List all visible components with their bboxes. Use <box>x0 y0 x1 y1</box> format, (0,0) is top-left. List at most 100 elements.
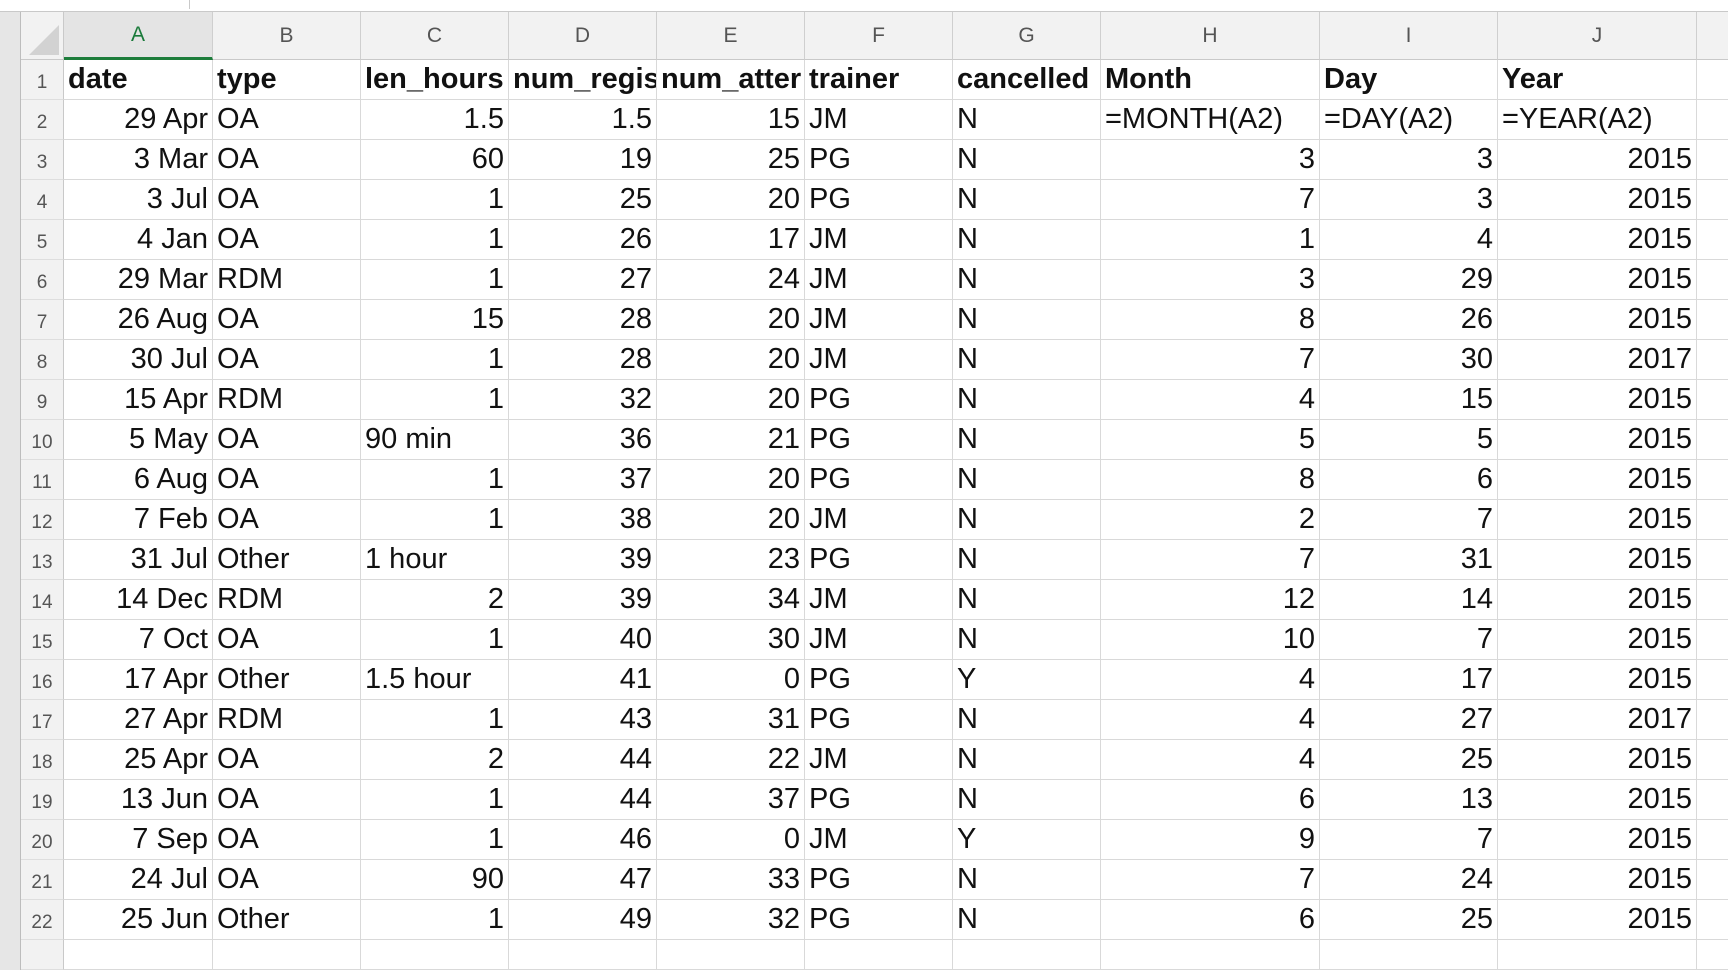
cell-i16[interactable]: 17 <box>1320 660 1498 700</box>
cell-empty[interactable] <box>509 940 657 970</box>
cell-j19[interactable]: 2015 <box>1498 780 1697 820</box>
cell-d13[interactable]: 39 <box>509 540 657 580</box>
cell-d12[interactable]: 38 <box>509 500 657 540</box>
cell-c18[interactable]: 2 <box>361 740 509 780</box>
cell-h19[interactable]: 6 <box>1101 780 1320 820</box>
cell-j16[interactable]: 2015 <box>1498 660 1697 700</box>
cell-e5[interactable]: 17 <box>657 220 805 260</box>
cell-b20[interactable]: OA <box>213 820 361 860</box>
cell-c19[interactable]: 1 <box>361 780 509 820</box>
cell-g5[interactable]: N <box>953 220 1101 260</box>
select-all-button[interactable] <box>21 12 64 60</box>
cell-i14[interactable]: 14 <box>1320 580 1498 620</box>
cell-g16[interactable]: Y <box>953 660 1101 700</box>
cell-c10[interactable]: 90 min <box>361 420 509 460</box>
cell-i11[interactable]: 6 <box>1320 460 1498 500</box>
cell-empty[interactable] <box>805 940 953 970</box>
cell-g17[interactable]: N <box>953 700 1101 740</box>
cell-a12[interactable]: 7 Feb <box>64 500 213 540</box>
row-header-21[interactable]: 21 <box>21 860 64 900</box>
cell-b4[interactable]: OA <box>213 180 361 220</box>
cell-d10[interactable]: 36 <box>509 420 657 460</box>
cell-c9[interactable]: 1 <box>361 380 509 420</box>
cell-f13[interactable]: PG <box>805 540 953 580</box>
cell-f8[interactable]: JM <box>805 340 953 380</box>
cell-a11[interactable]: 6 Aug <box>64 460 213 500</box>
cell-j12[interactable]: 2015 <box>1498 500 1697 540</box>
cell-a4[interactable]: 3 Jul <box>64 180 213 220</box>
cell-b17[interactable]: RDM <box>213 700 361 740</box>
cell-d18[interactable]: 44 <box>509 740 657 780</box>
cell-empty[interactable] <box>657 940 805 970</box>
cell-b13[interactable]: Other <box>213 540 361 580</box>
column-header-i[interactable]: I <box>1320 12 1498 60</box>
cell-h20[interactable]: 9 <box>1101 820 1320 860</box>
cell-c17[interactable]: 1 <box>361 700 509 740</box>
cell-b22[interactable]: Other <box>213 900 361 940</box>
cell-empty[interactable] <box>213 940 361 970</box>
cell-b16[interactable]: Other <box>213 660 361 700</box>
cell-i9[interactable]: 15 <box>1320 380 1498 420</box>
cell-j13[interactable]: 2015 <box>1498 540 1697 580</box>
cell-i5[interactable]: 4 <box>1320 220 1498 260</box>
cell-f21[interactable]: PG <box>805 860 953 900</box>
cell-c3[interactable]: 60 <box>361 140 509 180</box>
cell-f18[interactable]: JM <box>805 740 953 780</box>
cell-i2[interactable]: =DAY(A2) <box>1320 100 1498 140</box>
cell-h17[interactable]: 4 <box>1101 700 1320 740</box>
cell-d2[interactable]: 1.5 <box>509 100 657 140</box>
cell-c11[interactable]: 1 <box>361 460 509 500</box>
cell-g15[interactable]: N <box>953 620 1101 660</box>
cell-f3[interactable]: PG <box>805 140 953 180</box>
cell-c4[interactable]: 1 <box>361 180 509 220</box>
cell-h1[interactable]: Month <box>1101 60 1320 100</box>
row-header-2[interactable]: 2 <box>21 100 64 140</box>
cell-e12[interactable]: 20 <box>657 500 805 540</box>
cell-c12[interactable]: 1 <box>361 500 509 540</box>
cell-a1[interactable]: date <box>64 60 213 100</box>
cell-e6[interactable]: 24 <box>657 260 805 300</box>
cell-empty[interactable] <box>361 940 509 970</box>
cell-f4[interactable]: PG <box>805 180 953 220</box>
cell-j14[interactable]: 2015 <box>1498 580 1697 620</box>
cell-j17[interactable]: 2017 <box>1498 700 1697 740</box>
cell-e22[interactable]: 32 <box>657 900 805 940</box>
cell-h15[interactable]: 10 <box>1101 620 1320 660</box>
cell-empty[interactable] <box>1498 940 1697 970</box>
cell-d6[interactable]: 27 <box>509 260 657 300</box>
row-header-10[interactable]: 10 <box>21 420 64 460</box>
cell-b15[interactable]: OA <box>213 620 361 660</box>
cell-h12[interactable]: 2 <box>1101 500 1320 540</box>
cell-j4[interactable]: 2015 <box>1498 180 1697 220</box>
cell-a6[interactable]: 29 Mar <box>64 260 213 300</box>
cell-empty[interactable] <box>1320 940 1498 970</box>
cell-g21[interactable]: N <box>953 860 1101 900</box>
cell-a19[interactable]: 13 Jun <box>64 780 213 820</box>
cell-i8[interactable]: 30 <box>1320 340 1498 380</box>
cell-b12[interactable]: OA <box>213 500 361 540</box>
cell-e16[interactable]: 0 <box>657 660 805 700</box>
cell-c1[interactable]: len_hours <box>361 60 509 100</box>
cell-i22[interactable]: 25 <box>1320 900 1498 940</box>
cell-empty[interactable] <box>64 940 213 970</box>
cell-g13[interactable]: N <box>953 540 1101 580</box>
cell-e7[interactable]: 20 <box>657 300 805 340</box>
cell-b11[interactable]: OA <box>213 460 361 500</box>
cell-b8[interactable]: OA <box>213 340 361 380</box>
cell-a21[interactable]: 24 Jul <box>64 860 213 900</box>
cell-e18[interactable]: 22 <box>657 740 805 780</box>
cell-b3[interactable]: OA <box>213 140 361 180</box>
cell-empty[interactable] <box>1101 940 1320 970</box>
cell-e19[interactable]: 37 <box>657 780 805 820</box>
row-header-17[interactable]: 17 <box>21 700 64 740</box>
cell-c7[interactable]: 15 <box>361 300 509 340</box>
cell-d5[interactable]: 26 <box>509 220 657 260</box>
cell-e15[interactable]: 30 <box>657 620 805 660</box>
cell-i20[interactable]: 7 <box>1320 820 1498 860</box>
column-header-f[interactable]: F <box>805 12 953 60</box>
cell-g14[interactable]: N <box>953 580 1101 620</box>
row-header-8[interactable]: 8 <box>21 340 64 380</box>
cell-d15[interactable]: 40 <box>509 620 657 660</box>
cell-h3[interactable]: 3 <box>1101 140 1320 180</box>
cell-h4[interactable]: 7 <box>1101 180 1320 220</box>
